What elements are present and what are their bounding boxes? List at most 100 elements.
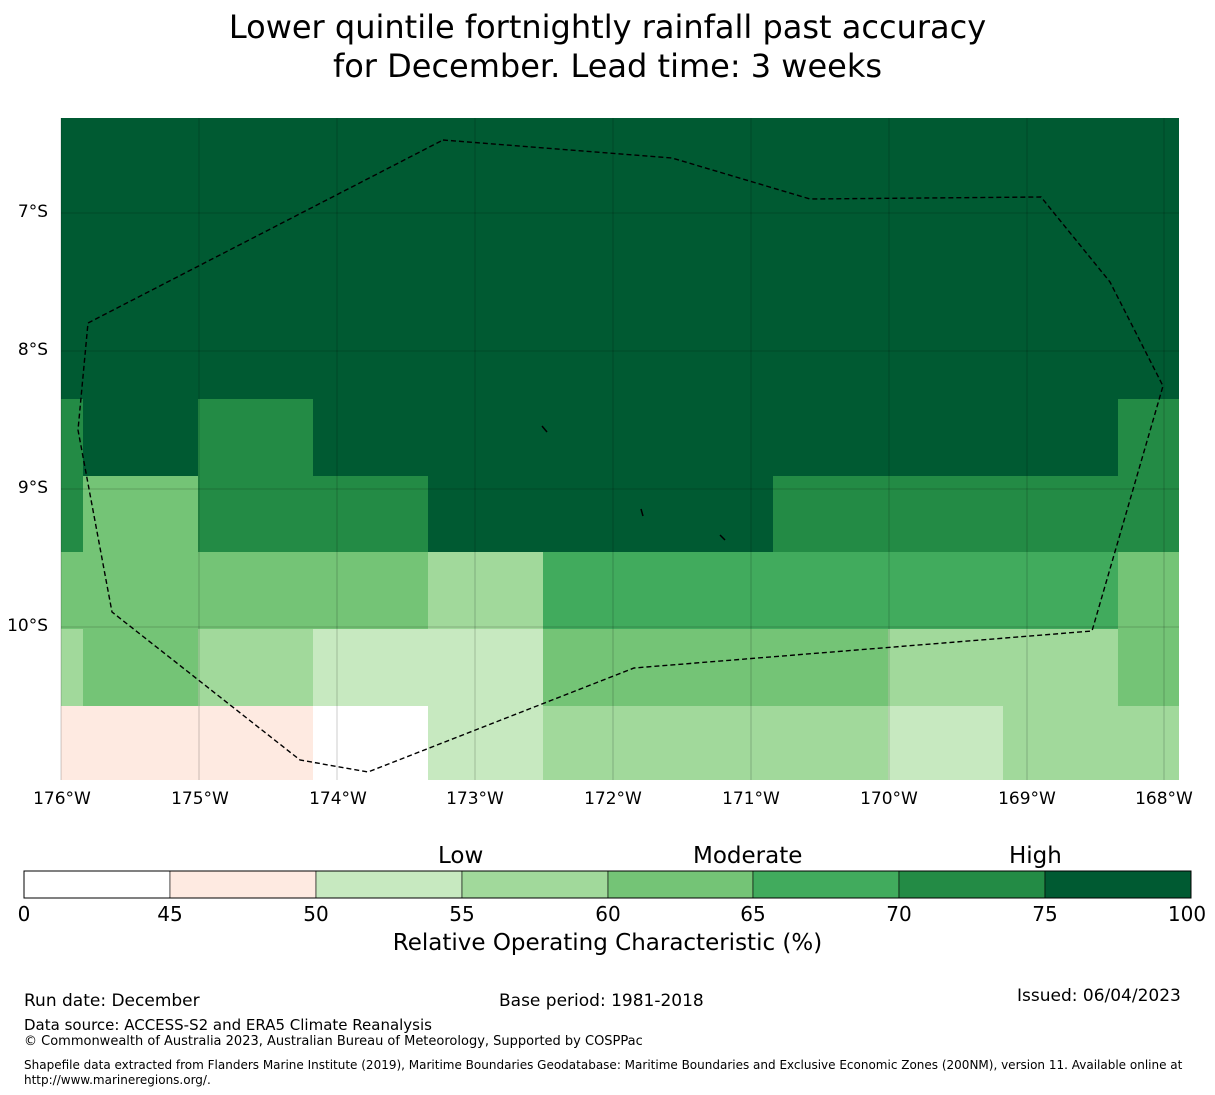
map-cell [888,629,1003,706]
shapefile-credit-line-1: Shapefile data extracted from Flanders M… [24,1058,1183,1072]
map-cell [83,629,198,706]
map-cell [888,330,1003,399]
map-cell [773,552,888,629]
map-cell [1003,706,1118,780]
colorbar-segment [898,870,1046,899]
map-cell [1118,629,1179,706]
map-cell [198,399,313,476]
eez-boundary [77,139,1164,773]
issued-date: Issued: 06/04/2023 [1017,986,1181,1006]
map-cell [773,330,888,399]
map-cell [83,399,198,476]
graticule [60,118,1179,780]
map-cell [1118,706,1179,780]
map-cell [61,399,83,476]
map-cell [313,399,428,476]
map-cell [1003,230,1118,330]
map-cell [428,330,543,399]
map-cell [773,118,888,230]
map-cell [313,118,428,230]
lon-label-171w: 171°W [722,789,780,809]
map-title-line-1: Lower quintile fortnightly rainfall past… [228,8,987,46]
map-cell [83,706,198,780]
map-cell [773,399,888,476]
lon-label-175w: 175°W [171,789,229,809]
lon-label-174w: 174°W [309,789,367,809]
map-cell [1118,476,1179,552]
map-cell [428,552,543,629]
map-cell [61,629,83,706]
map-cell [428,476,543,552]
map-cell [61,552,83,629]
map-cell [888,118,1003,230]
map-cell [61,230,83,330]
map-cell [428,399,543,476]
map-cell [1003,629,1118,706]
lat-label-9s: 9°S [17,478,48,498]
colorbar-tick-65: 65 [740,902,766,926]
map-cell [198,706,313,780]
colorbar-segment [169,870,317,899]
colorbar-tick-70: 70 [886,902,912,926]
map-cell [1003,330,1118,399]
colorbar-tick-55: 55 [449,902,475,926]
colorbar-outline [23,870,1192,899]
map-cell [773,706,888,780]
lat-label-10s: 10°S [7,616,48,636]
map-cell [83,552,198,629]
map-cell [1003,399,1118,476]
map-cell [658,476,773,552]
map-cell [83,476,198,552]
map-title-line-2: for December. Lead time: 3 weeks [332,47,883,85]
map-cell [198,330,313,399]
map-cell [888,399,1003,476]
map-cell [428,118,543,230]
map-cell [888,706,1003,780]
map-cell [198,118,313,230]
map-cell [428,629,543,706]
map-cell [313,330,428,399]
map-cell [198,230,313,330]
lon-label-170w: 170°W [860,789,918,809]
category-moderate: Moderate [693,843,803,869]
data-source: Data source: ACCESS-S2 and ERA5 Climate … [24,1016,432,1034]
map-cell [61,706,83,780]
colorbar-segment [315,870,463,899]
copyright-notice: © Commonwealth of Australia 2023, Austra… [24,1034,643,1049]
lon-label-168w: 168°W [1135,789,1193,809]
colorbar-tick-0: 0 [17,902,31,926]
map-cell [543,476,658,552]
map-cell [658,230,773,330]
colorbar-segment [607,870,754,899]
map-cell [658,330,773,399]
map-cell [428,230,543,330]
map-cell [1118,330,1179,399]
category-low: Low [438,843,484,869]
map-cell [313,706,428,780]
map-cell [1118,118,1179,230]
map-cell [83,330,198,399]
map-cell [428,706,543,780]
lon-label-173w: 173°W [446,789,504,809]
map-cell [61,330,83,399]
map-cell [888,230,1003,330]
map-cell [888,552,1003,629]
map-cell [773,629,888,706]
map-cell [658,552,773,629]
map-cell [83,118,198,230]
map-cell [888,476,1003,552]
base-period: Base period: 1981-2018 [499,991,704,1011]
map-cell [198,552,313,629]
map-cell [198,629,313,706]
map-cell [61,118,83,230]
colorbar-tick-60: 60 [595,902,621,926]
map-cell [313,629,428,706]
shapefile-credit-line-2: http://www.marineregions.org/. [24,1073,211,1087]
category-high: High [1009,843,1062,869]
colorbar-tick-75: 75 [1032,902,1058,926]
island [541,425,548,433]
lon-label-176w: 176°W [33,789,91,809]
map-cell [543,399,658,476]
map-cell [313,552,428,629]
lat-label-8s: 8°S [17,340,48,360]
